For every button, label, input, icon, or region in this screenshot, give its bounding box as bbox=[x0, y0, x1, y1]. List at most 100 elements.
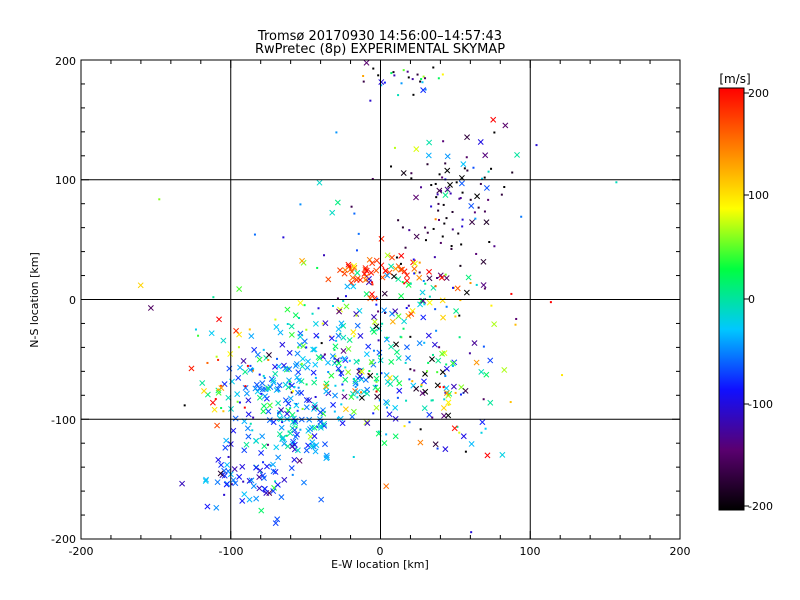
data-point-dot bbox=[423, 303, 426, 306]
data-point-cross bbox=[453, 308, 460, 315]
data-point-dot bbox=[260, 392, 263, 395]
data-point-dot bbox=[334, 355, 337, 358]
data-point-dot bbox=[483, 287, 486, 290]
data-point-dot bbox=[444, 375, 447, 378]
data-point-cross bbox=[325, 276, 332, 283]
data-point-cross bbox=[232, 415, 239, 422]
data-point-cross bbox=[246, 496, 253, 503]
data-point-dot bbox=[380, 372, 383, 375]
data-point-dot bbox=[447, 403, 450, 406]
data-point-cross bbox=[354, 322, 361, 329]
data-point-dot bbox=[371, 177, 374, 180]
data-point-cross bbox=[420, 87, 427, 94]
data-point-dot bbox=[341, 383, 344, 386]
data-point-cross bbox=[340, 334, 347, 341]
data-point-cross bbox=[216, 316, 222, 323]
data-point-cross bbox=[274, 516, 281, 523]
data-point-cross bbox=[329, 209, 336, 216]
data-point-cross bbox=[323, 452, 330, 459]
data-point-cross bbox=[223, 437, 230, 444]
data-point-dot bbox=[549, 301, 552, 304]
data-point-cross bbox=[218, 462, 225, 468]
data-point-dot bbox=[300, 362, 303, 365]
data-point-cross bbox=[313, 332, 320, 339]
data-point-cross bbox=[349, 413, 356, 420]
data-point-dot bbox=[399, 335, 402, 338]
data-point-cross bbox=[294, 447, 301, 454]
data-point-dot bbox=[420, 78, 423, 81]
data-point-cross bbox=[396, 387, 403, 394]
data-point-cross bbox=[374, 393, 381, 400]
data-point-dot bbox=[407, 76, 410, 79]
data-point-dot bbox=[426, 370, 429, 373]
data-point-dot bbox=[290, 391, 293, 394]
data-point-dot bbox=[413, 272, 416, 275]
data-point-dot bbox=[615, 181, 618, 184]
data-point-cross bbox=[236, 331, 243, 338]
data-point-cross bbox=[483, 219, 490, 226]
data-point-dot bbox=[451, 365, 454, 368]
data-point-cross bbox=[311, 346, 318, 353]
data-point-cross bbox=[478, 368, 485, 375]
data-point-cross bbox=[307, 426, 314, 433]
colorbar-tick-label: -200 bbox=[748, 500, 773, 513]
data-point-cross bbox=[487, 357, 494, 364]
data-point-cross bbox=[322, 320, 329, 327]
data-point-dot bbox=[461, 225, 464, 228]
data-point-cross bbox=[279, 341, 286, 348]
data-point-cross bbox=[443, 390, 450, 396]
data-point-dot bbox=[341, 324, 344, 327]
data-point-cross bbox=[215, 389, 222, 396]
data-point-cross bbox=[318, 496, 325, 503]
data-point-cross bbox=[275, 400, 282, 407]
data-point-cross bbox=[381, 440, 388, 447]
data-point-cross bbox=[330, 401, 337, 408]
data-point-dot bbox=[281, 421, 284, 424]
data-point-cross bbox=[354, 388, 361, 395]
data-point-cross bbox=[371, 328, 377, 335]
data-point-dot bbox=[357, 367, 360, 370]
data-point-cross bbox=[373, 323, 380, 330]
data-point-dot bbox=[288, 380, 291, 383]
data-point-cross bbox=[349, 274, 356, 281]
data-point-cross bbox=[438, 274, 445, 281]
data-point-dot bbox=[293, 385, 296, 388]
data-point-dot bbox=[295, 426, 298, 429]
data-point-dot bbox=[274, 480, 277, 483]
data-point-cross bbox=[460, 161, 467, 168]
data-point-dot bbox=[468, 352, 471, 355]
data-point-dot bbox=[385, 433, 388, 436]
data-point-cross bbox=[388, 343, 395, 350]
data-point-dot bbox=[454, 315, 457, 318]
data-point-dot bbox=[320, 342, 323, 345]
data-point-cross bbox=[213, 504, 220, 511]
data-point-cross bbox=[350, 329, 357, 336]
data-point-dot bbox=[500, 193, 503, 196]
data-point-cross bbox=[211, 406, 218, 413]
data-point-cross bbox=[147, 304, 154, 311]
data-point-dot bbox=[215, 355, 218, 358]
data-point-cross bbox=[440, 404, 447, 411]
data-point-cross bbox=[480, 282, 487, 289]
data-point-dot bbox=[477, 206, 480, 209]
data-point-cross bbox=[400, 170, 407, 176]
data-point-cross bbox=[454, 285, 461, 292]
data-point-dot bbox=[458, 336, 461, 339]
data-point-dot bbox=[405, 307, 408, 310]
data-point-dot bbox=[435, 196, 438, 199]
data-point-cross bbox=[244, 425, 251, 432]
data-point-cross bbox=[243, 390, 250, 397]
data-point-dot bbox=[459, 197, 462, 200]
data-point-cross bbox=[276, 382, 283, 389]
colorbar-tick-label: 100 bbox=[748, 189, 769, 202]
data-point-cross bbox=[364, 420, 371, 427]
data-point-cross bbox=[179, 480, 186, 487]
data-point-cross bbox=[393, 341, 400, 348]
data-point-cross bbox=[436, 187, 443, 194]
data-point-dot bbox=[242, 480, 245, 483]
data-point-cross bbox=[259, 433, 266, 440]
colorbar-tick-label: 200 bbox=[748, 87, 769, 100]
data-point-cross bbox=[291, 441, 298, 448]
data-point-dot bbox=[419, 80, 422, 83]
data-point-dot bbox=[442, 140, 445, 143]
